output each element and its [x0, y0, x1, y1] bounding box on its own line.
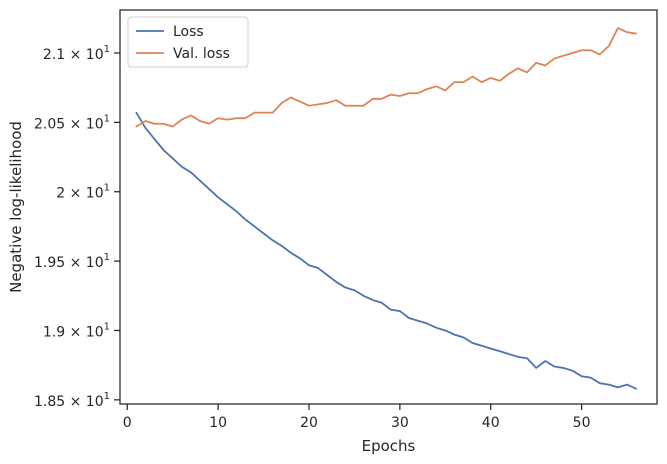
plot-frame: [119, 9, 658, 405]
legend-box: [127, 16, 249, 68]
x-tick-label: 10: [209, 415, 227, 431]
y-tick-label: 1.9 × 101: [43, 321, 110, 340]
plot-area: [120, 10, 657, 404]
y-tick-label: 2.05 × 101: [34, 113, 110, 132]
y-tick-label: 1.95 × 101: [34, 252, 110, 271]
legend-label-loss: Loss: [173, 24, 204, 40]
legend: Loss Val. loss: [127, 16, 249, 68]
x-axis: 0 10 20 30 40 50: [123, 404, 591, 431]
x-axis-label: Epochs: [362, 437, 416, 455]
series-line-loss: [135, 111, 637, 390]
y-tick-label: 2 × 101: [56, 183, 110, 202]
y-axis-label: Negative log-likelihood: [7, 121, 25, 293]
x-tick-label: 40: [482, 415, 500, 431]
series-layer: [135, 27, 637, 390]
x-tick-label: 50: [573, 415, 591, 431]
y-tick-label: 1.85 × 101: [34, 391, 110, 410]
x-tick-label: 0: [123, 415, 132, 431]
series-line-val-loss: [135, 27, 637, 128]
y-tick-label: 2.1 × 101: [43, 44, 110, 63]
x-tick-label: 30: [391, 415, 409, 431]
x-tick-label: 20: [300, 415, 318, 431]
y-axis: 1.85 × 101 1.9 × 101 1.95 × 101 2 × 101 2.05…: [34, 44, 120, 410]
legend-label-val-loss: Val. loss: [173, 46, 230, 62]
